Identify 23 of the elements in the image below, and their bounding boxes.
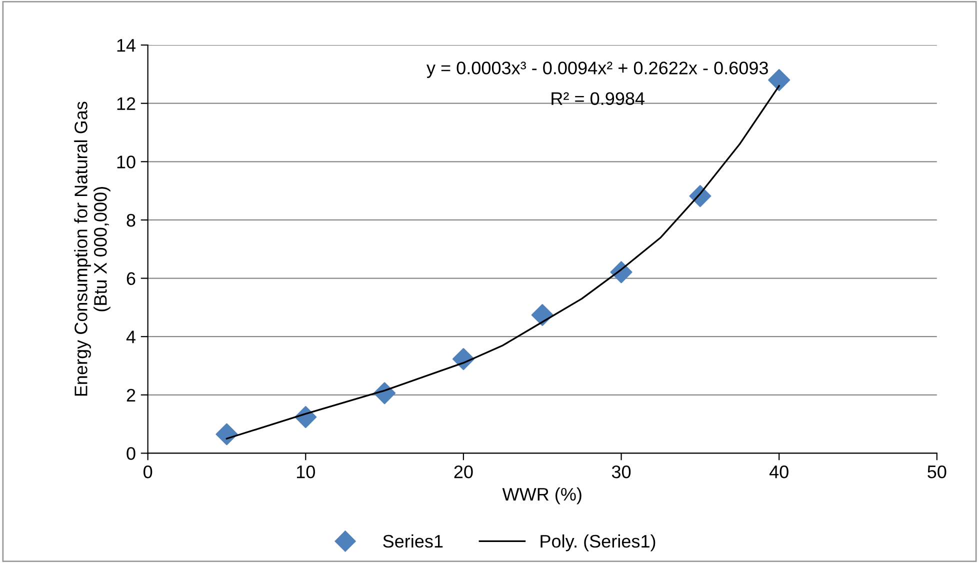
y-tick-label: 4 [126, 330, 136, 344]
annotation: y = 0.0003x³ - 0.0094x² + 0.2622x - 0.6093 [426, 62, 768, 78]
legend-label: Series1 [383, 534, 443, 548]
legend-label: Poly. (Series1) [540, 534, 656, 552]
point [768, 69, 790, 92]
x-tick-label: 10 [296, 465, 315, 478]
y-tick-label: 0 [126, 447, 136, 460]
y-tick-label: 12 [117, 97, 136, 110]
x-tick-label: 20 [454, 465, 473, 478]
y-tick-label: 14 [117, 39, 136, 52]
x-axis-title: WWR (%) [502, 487, 582, 504]
y-tick-label: 10 [117, 156, 136, 168]
point [531, 304, 554, 326]
point [216, 423, 238, 446]
y-tick-label: 2 [126, 388, 136, 402]
x-tick-label: 50 [928, 465, 946, 478]
y-tick-label: 8 [126, 214, 136, 227]
y-tick-label: 6 [126, 272, 136, 286]
x-tick-label: 40 [769, 465, 788, 478]
x-tick-label: 0 [144, 465, 152, 478]
x-tick-label: 30 [612, 465, 631, 478]
annotation: R² = 0.9984 [552, 92, 644, 105]
y-axis-title: Energy Consumption for Natural Gas (Btu X 000,000) [74, 102, 110, 396]
